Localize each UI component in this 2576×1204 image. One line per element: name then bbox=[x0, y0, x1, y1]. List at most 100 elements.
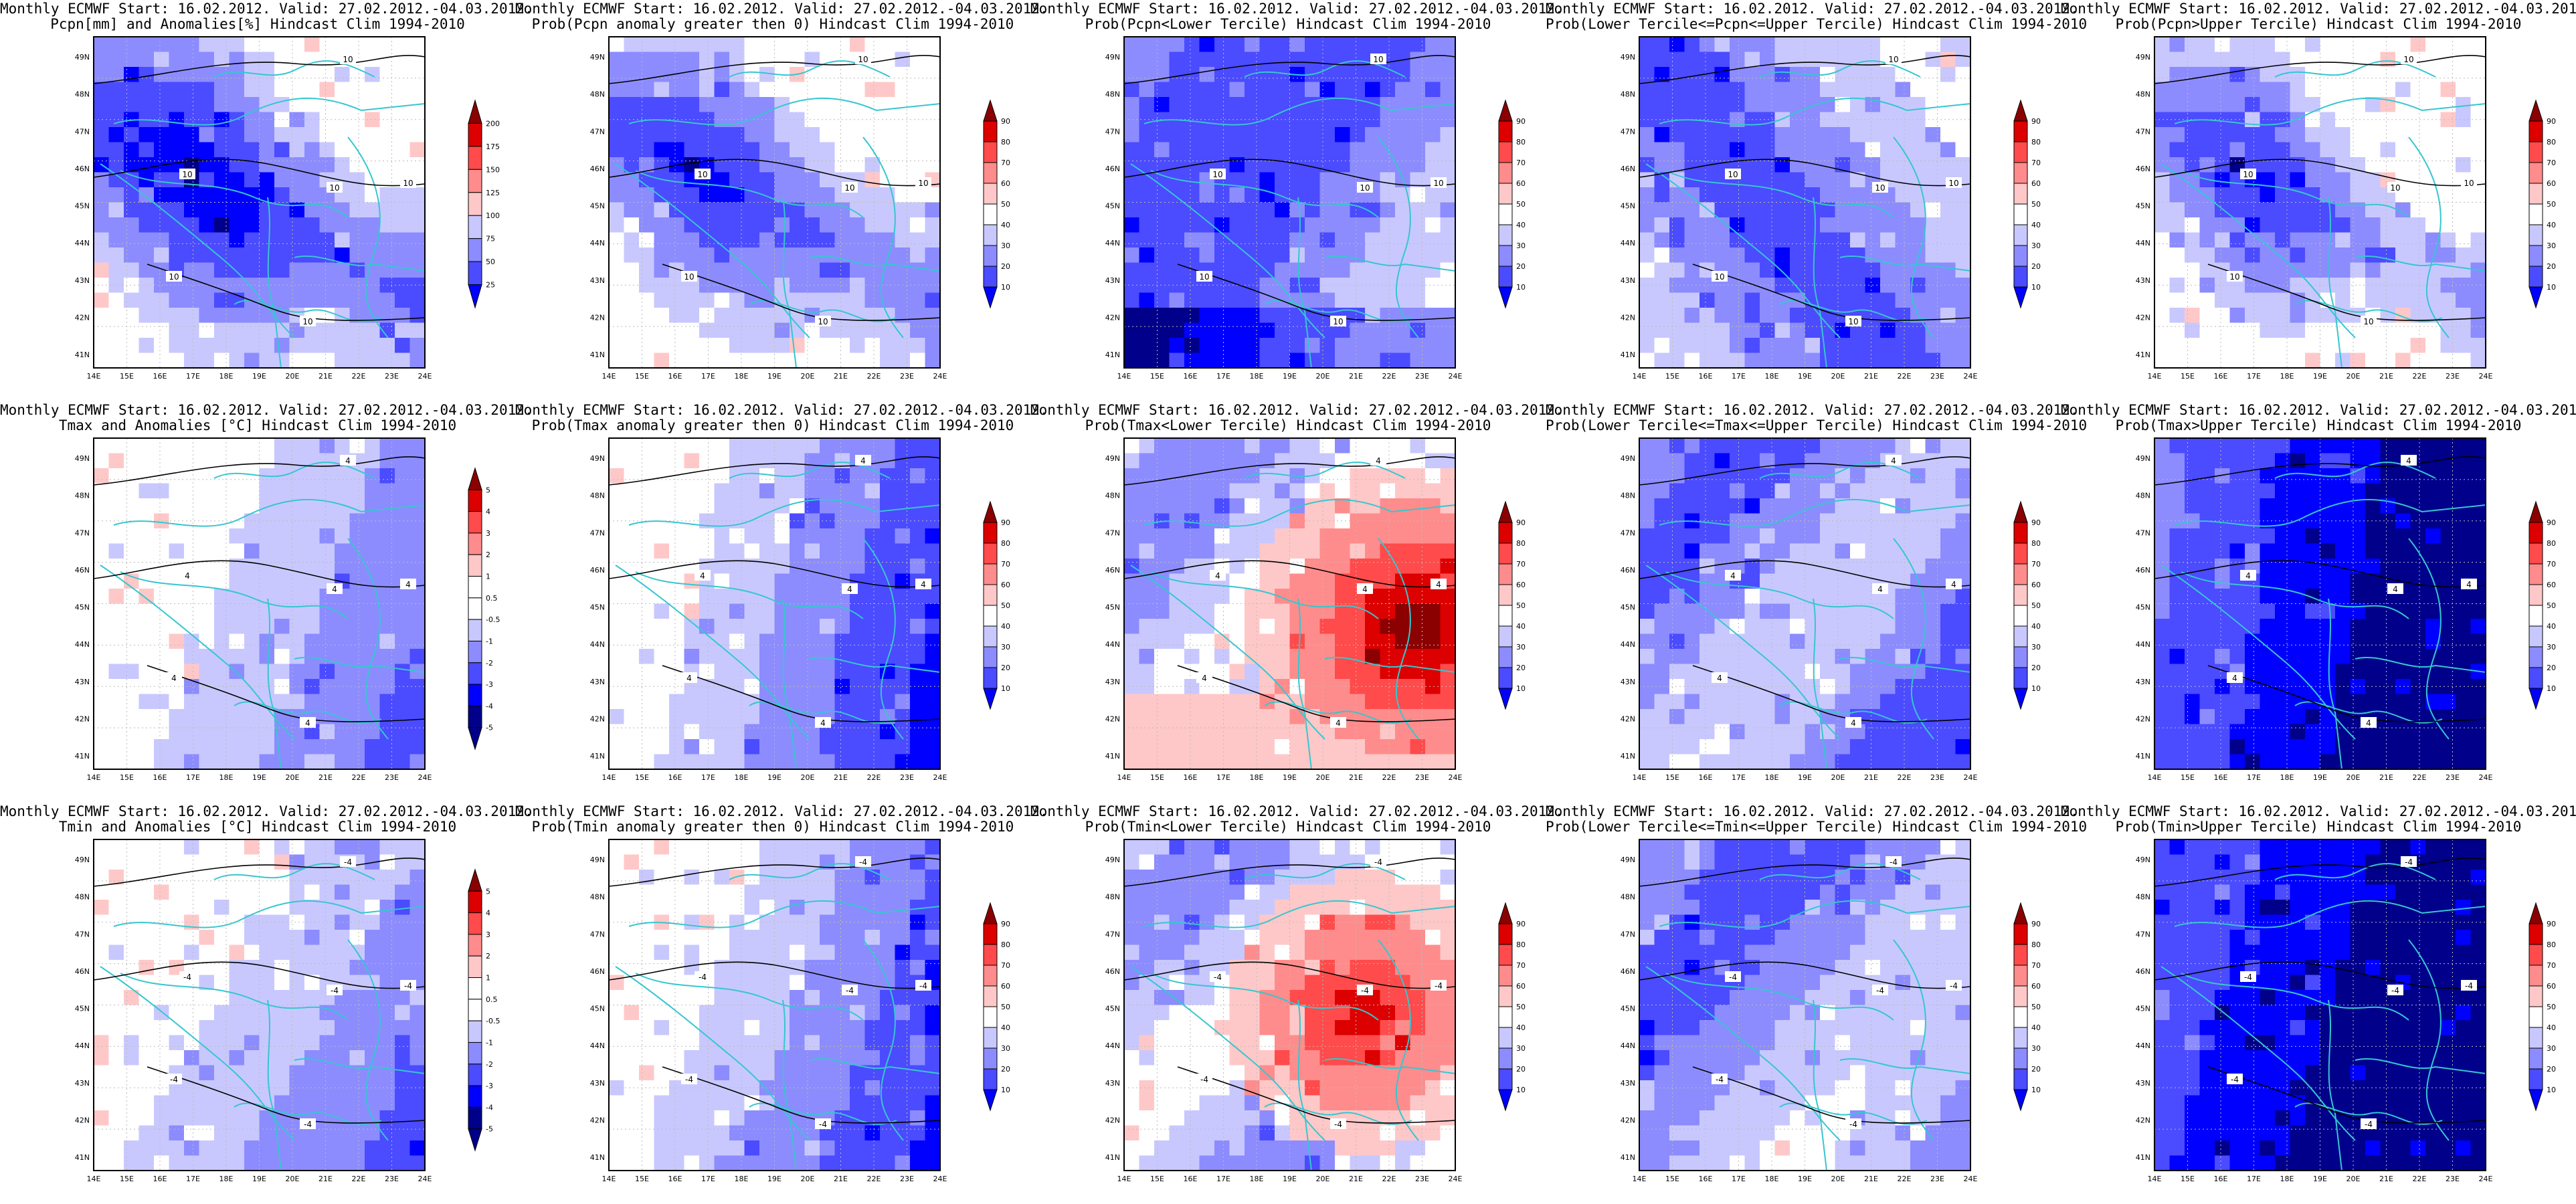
contour-label-text: 10 bbox=[169, 272, 179, 282]
field-cell bbox=[154, 724, 170, 740]
colorbar-segment bbox=[1498, 605, 1513, 627]
field-cell bbox=[624, 528, 640, 544]
field-cell bbox=[184, 709, 200, 725]
field-cell bbox=[289, 603, 305, 619]
colorbar-segment bbox=[2528, 224, 2543, 246]
field-cell bbox=[714, 67, 730, 83]
field-cell bbox=[1199, 292, 1215, 308]
field-cell bbox=[2275, 278, 2291, 294]
border-line bbox=[628, 97, 941, 126]
field-cell bbox=[1395, 142, 1411, 158]
field-cell bbox=[244, 247, 260, 264]
field-cell bbox=[790, 453, 806, 469]
field-cell bbox=[259, 308, 275, 324]
field-cell bbox=[214, 543, 230, 559]
field-cell bbox=[304, 513, 320, 529]
field-cell bbox=[864, 754, 881, 770]
field-cell bbox=[1410, 633, 1426, 649]
field-cell bbox=[1305, 278, 1321, 294]
field-cell bbox=[2350, 353, 2366, 369]
field-cell bbox=[1820, 603, 1836, 619]
lon-tick-label: 23E bbox=[900, 372, 914, 381]
field-cell bbox=[1350, 202, 1366, 218]
field-cell bbox=[289, 694, 305, 710]
field-cell bbox=[2275, 82, 2291, 98]
field-cell bbox=[1289, 724, 1305, 740]
field-cell bbox=[1760, 559, 1776, 575]
lat-tick-label: 43N bbox=[75, 276, 90, 285]
field-cell bbox=[1910, 202, 1926, 218]
colorbar-segment bbox=[2528, 266, 2543, 288]
field-cell bbox=[229, 513, 245, 529]
field-cell bbox=[729, 528, 745, 544]
field-cell bbox=[1684, 483, 1700, 499]
colorbar-cap bbox=[983, 688, 998, 710]
field-cell bbox=[684, 694, 700, 710]
field-cell bbox=[2215, 187, 2231, 203]
lat-tick-label: 42N bbox=[75, 714, 90, 723]
colorbar-segment bbox=[468, 705, 482, 728]
field-cell bbox=[304, 724, 320, 740]
field-cell bbox=[108, 679, 124, 695]
field-cell bbox=[2169, 322, 2185, 338]
field-cell bbox=[1410, 468, 1426, 484]
field-cell bbox=[2470, 127, 2486, 143]
field-cell bbox=[910, 187, 926, 203]
field-cell bbox=[1880, 202, 1896, 218]
field-cell bbox=[1440, 202, 1456, 218]
field-cell bbox=[108, 97, 124, 113]
field-cell bbox=[1760, 37, 1776, 53]
field-cell bbox=[409, 603, 426, 619]
field-cell bbox=[669, 528, 685, 544]
field-cell bbox=[729, 709, 745, 725]
field-cell bbox=[1154, 67, 1170, 83]
field-cell bbox=[1774, 633, 1790, 649]
field-cell bbox=[669, 619, 685, 635]
field-cell bbox=[1154, 453, 1170, 469]
field-cell bbox=[1654, 232, 1670, 248]
field-cell bbox=[184, 664, 200, 680]
field-cell bbox=[1850, 468, 1866, 484]
field-cell bbox=[94, 453, 110, 469]
field-cell bbox=[1350, 52, 1366, 68]
field-cell bbox=[154, 483, 170, 499]
contour-label: 4 bbox=[1370, 455, 1386, 466]
field-cell bbox=[319, 603, 335, 619]
field-cell bbox=[654, 694, 670, 710]
field-cell bbox=[774, 709, 790, 725]
field-cell bbox=[1425, 112, 1441, 128]
field-cell bbox=[2154, 338, 2171, 354]
field-cell bbox=[820, 37, 836, 53]
field-cell bbox=[1350, 353, 1366, 369]
field-cell bbox=[1124, 633, 1140, 649]
field-cell bbox=[2320, 202, 2336, 218]
field-cell bbox=[1684, 262, 1700, 278]
field-cell bbox=[379, 619, 395, 635]
field-cell bbox=[259, 37, 275, 53]
field-cell bbox=[139, 353, 155, 369]
field-cell bbox=[409, 353, 426, 369]
lat-tick-label: 48N bbox=[1621, 90, 1635, 99]
field-cell bbox=[214, 97, 230, 113]
lat-tick-label: 41N bbox=[590, 350, 605, 359]
field-cell bbox=[1940, 127, 1956, 143]
field-cell bbox=[1245, 127, 1261, 143]
field-cell bbox=[1380, 724, 1396, 740]
field-cell bbox=[925, 127, 941, 143]
field-cell bbox=[1910, 353, 1926, 369]
field-cell bbox=[289, 127, 305, 143]
field-cell bbox=[379, 353, 395, 369]
field-cell bbox=[850, 308, 866, 324]
field-cell bbox=[1940, 82, 1956, 98]
contour-label-box bbox=[1357, 583, 1373, 594]
field-cell bbox=[1365, 262, 1381, 278]
field-cell bbox=[714, 187, 730, 203]
field-cell bbox=[624, 559, 640, 575]
field-cell bbox=[184, 754, 200, 770]
field-cell bbox=[2470, 292, 2486, 308]
field-cell bbox=[259, 664, 275, 680]
field-cell bbox=[1669, 438, 1685, 454]
contour-label: 10 bbox=[1712, 271, 1728, 282]
field-cell bbox=[349, 513, 365, 529]
field-cell bbox=[1199, 709, 1215, 725]
